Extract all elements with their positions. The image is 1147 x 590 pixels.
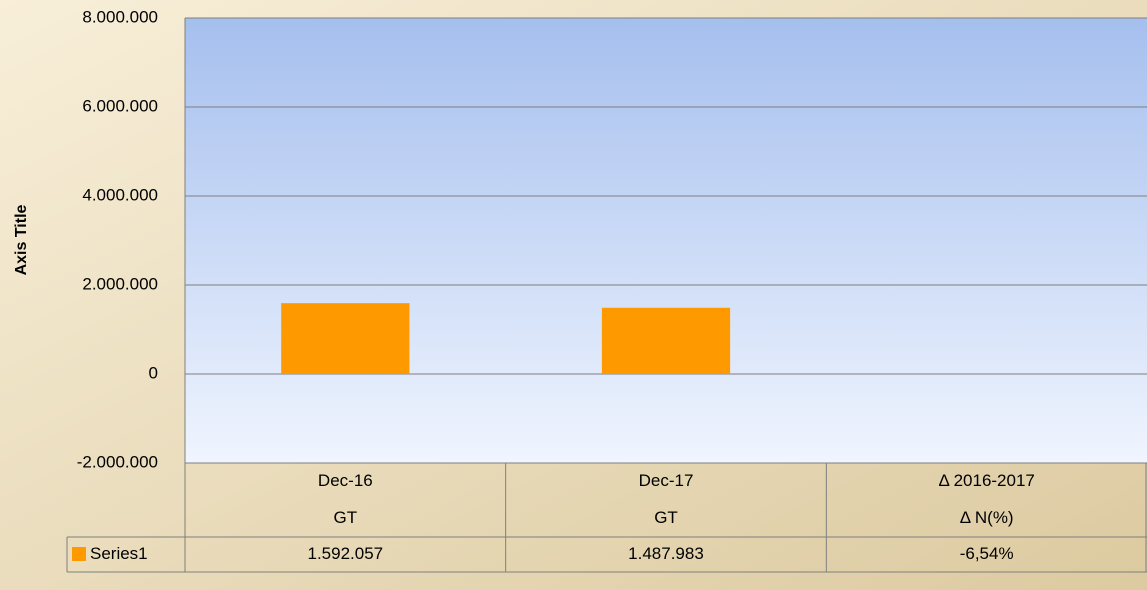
y-tick-label: -2.000.000 (77, 452, 158, 471)
x-tick-label: Δ 2016-2017 (938, 471, 1034, 490)
y-tick-label: 4.000.000 (82, 185, 158, 204)
y-axis-title: Axis Title (13, 204, 30, 275)
table-value: 1.487.983 (628, 544, 704, 563)
bar (601, 307, 731, 374)
x-subcategory-label: GT (654, 508, 678, 527)
legend-swatch (72, 547, 86, 561)
y-tick-label: 8.000.000 (82, 7, 158, 26)
y-tick-label: 0 (149, 363, 158, 382)
legend-label: Series1 (90, 544, 148, 563)
table-value: 1.592.057 (308, 544, 384, 563)
y-tick-label: 6.000.000 (82, 96, 158, 115)
x-subcategory-label: GT (334, 508, 358, 527)
y-tick-label: 2.000.000 (82, 274, 158, 293)
bar (281, 303, 410, 374)
plot-area (185, 18, 1147, 463)
x-tick-label: Dec-16 (318, 471, 373, 490)
table-value: -6,54% (960, 544, 1014, 563)
x-tick-label: Dec-17 (639, 471, 694, 490)
x-subcategory-label: Δ N(%) (960, 508, 1014, 527)
